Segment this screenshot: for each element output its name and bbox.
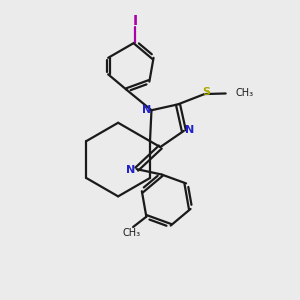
Text: CH₃: CH₃: [123, 229, 141, 238]
Text: N: N: [142, 105, 151, 115]
Text: I: I: [133, 14, 138, 28]
Text: N: N: [126, 165, 136, 175]
Text: N: N: [185, 125, 194, 135]
Text: CH₃: CH₃: [235, 88, 253, 98]
Text: S: S: [202, 87, 210, 97]
